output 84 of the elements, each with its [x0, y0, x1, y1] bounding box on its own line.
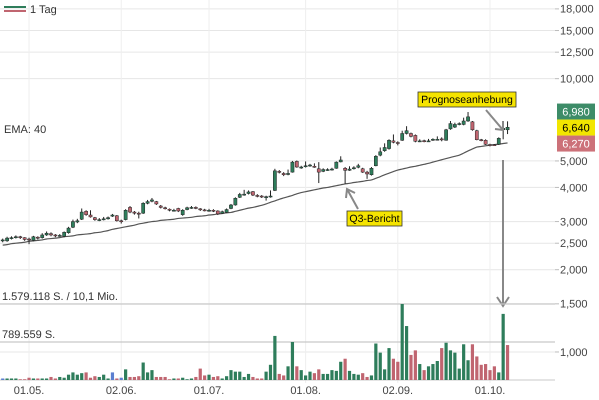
bar — [348, 370, 352, 380]
bar — [93, 376, 96, 380]
bar — [330, 370, 334, 380]
bar — [440, 348, 444, 380]
bar — [344, 358, 347, 380]
bar — [387, 348, 391, 380]
bar — [317, 369, 320, 380]
bar — [216, 376, 220, 380]
ref-line-label: 1.579.118 S. / 10,1 Mio. — [2, 291, 118, 303]
text: 6,980 — [562, 106, 590, 118]
candlestick — [273, 168, 277, 192]
candlestick — [474, 129, 479, 141]
candlestick — [400, 130, 404, 142]
bar — [300, 370, 303, 380]
y-tick-label: 18,000 — [560, 4, 594, 16]
bar — [295, 366, 298, 380]
x-tick-label: 02.09. — [382, 385, 414, 397]
bar — [251, 376, 255, 380]
bar — [396, 362, 400, 380]
y-tick-label: 2,000 — [560, 264, 588, 277]
bar — [124, 369, 128, 380]
bar — [326, 374, 330, 380]
line-series — [2, 142, 508, 246]
x-tick-label: 01.05. — [14, 385, 44, 397]
bar — [506, 345, 510, 380]
bar — [49, 376, 53, 380]
text: EMA: 40 — [4, 124, 46, 136]
y-tick-label: 15,000 — [560, 25, 594, 38]
bar — [128, 376, 132, 380]
candlestick — [470, 120, 474, 132]
x-tick-label: 01.10. — [474, 385, 506, 397]
bar — [356, 374, 360, 380]
annotation: Prognoseanhebung — [421, 94, 513, 106]
y-tick-label: 1,000 — [560, 346, 588, 359]
bar — [431, 364, 435, 380]
candlestick — [80, 208, 84, 220]
x-tick-label: 02.06. — [106, 385, 137, 397]
ref-line-label: 789.559 S. — [2, 329, 56, 341]
bar — [212, 376, 216, 380]
x-tick-label: 01.07. — [194, 385, 224, 397]
bar — [66, 374, 70, 380]
y-tick-label: 1,500 — [560, 298, 588, 311]
bar — [400, 304, 404, 380]
candlestick — [316, 162, 321, 184]
bar — [392, 358, 396, 380]
bar — [444, 342, 448, 380]
candlestick — [506, 120, 510, 135]
bar — [159, 376, 162, 380]
bar — [150, 370, 154, 380]
y-tick-label: 12,500 — [560, 47, 594, 60]
bar — [436, 361, 439, 380]
x-tick-label: 01.08. — [290, 385, 321, 397]
bar — [418, 364, 422, 380]
y-tick-label: 3,000 — [560, 216, 588, 228]
bar — [470, 344, 474, 380]
y-tick-label: 4,000 — [560, 182, 588, 194]
chart-title: 1 Tag — [30, 4, 57, 16]
bar — [290, 342, 294, 380]
annotation: Q3-Bericht — [349, 213, 400, 225]
bar — [207, 374, 211, 380]
bar — [246, 374, 250, 380]
bar — [308, 372, 312, 380]
y-tick-label: 5,000 — [560, 156, 588, 168]
text: 6,270 — [562, 138, 590, 150]
candlestick — [141, 202, 146, 214]
y-tick-label: 2,500 — [560, 238, 588, 250]
bar — [273, 336, 276, 380]
bar — [426, 366, 430, 380]
bar — [365, 376, 369, 380]
bar — [229, 370, 233, 380]
bar — [198, 368, 202, 380]
bar — [414, 350, 417, 380]
bar — [71, 372, 75, 380]
bar — [84, 372, 88, 380]
bar — [142, 362, 145, 380]
bar — [492, 366, 496, 380]
bar — [110, 372, 114, 380]
bar — [409, 354, 413, 380]
bar — [322, 374, 325, 380]
bar — [137, 376, 140, 380]
bar — [361, 373, 364, 380]
y-tick-label: 10,000 — [560, 74, 594, 86]
text: 6,640 — [562, 122, 590, 134]
bar — [422, 370, 426, 380]
